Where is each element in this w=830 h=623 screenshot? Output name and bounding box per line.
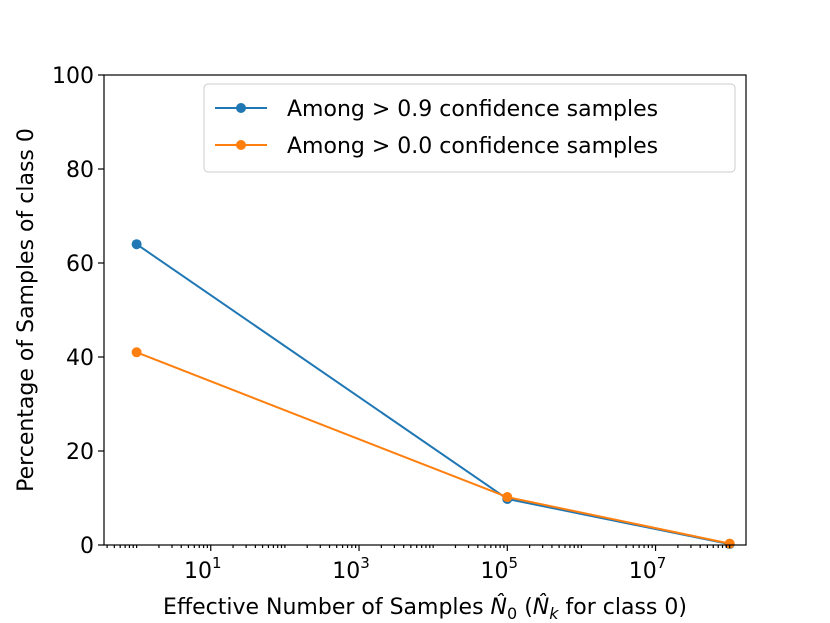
plot-area bbox=[103, 74, 747, 546]
x-tick-label: 105 bbox=[481, 554, 519, 584]
x-axis-title-k-sub: k bbox=[549, 604, 559, 623]
y-tick-label: 40 bbox=[66, 346, 94, 371]
x-tick-base: 10 bbox=[481, 559, 509, 584]
y-tick-label: 80 bbox=[66, 158, 94, 183]
x-axis-title-k-symbol: N̂ bbox=[533, 594, 549, 620]
series-line-1 bbox=[136, 243, 730, 546]
y-tick-label: 0 bbox=[80, 534, 94, 559]
x-tick-base: 10 bbox=[332, 559, 360, 584]
x-axis-title-symbol-sub: 0 bbox=[507, 604, 517, 623]
x-tick-exponent: 3 bbox=[360, 554, 370, 572]
y-tick-label: 100 bbox=[52, 64, 94, 89]
x-axis-title-prefix: Effective Number of Samples bbox=[163, 595, 491, 620]
y-axis-title: Percentage of Samples of class 0 bbox=[14, 128, 39, 492]
x-tick-base: 10 bbox=[184, 559, 212, 584]
series-2-point bbox=[724, 538, 735, 549]
x-tick-exponent: 7 bbox=[657, 554, 667, 572]
x-tick-label: 101 bbox=[184, 554, 222, 584]
legend: Among > 0.9 confidence samples Among > 0.… bbox=[203, 83, 736, 173]
legend-label: Among > 0.9 confidence samples bbox=[287, 97, 658, 122]
x-axis-title-suffix: for class 0) bbox=[559, 595, 687, 620]
y-tick-label: 60 bbox=[66, 252, 94, 277]
x-axis-title: Effective Number of Samples N̂0 (N̂k for… bbox=[163, 594, 687, 623]
legend-swatch-marker bbox=[236, 103, 246, 113]
x-tick-label: 107 bbox=[629, 554, 667, 584]
legend-label: Among > 0.0 confidence samples bbox=[287, 134, 658, 159]
x-axis-title-paren-open: ( bbox=[517, 595, 533, 620]
x-tick-exponent: 5 bbox=[509, 554, 519, 572]
series-1-point bbox=[131, 239, 142, 250]
plot-layer bbox=[131, 239, 735, 550]
legend-swatch-marker bbox=[236, 140, 246, 150]
x-tick-base: 10 bbox=[629, 559, 657, 584]
y-tick-label: 20 bbox=[66, 440, 94, 465]
series-2-point bbox=[131, 347, 142, 358]
x-tick-exponent: 1 bbox=[212, 554, 222, 572]
x-axis-title-symbol: N̂ bbox=[491, 594, 507, 620]
legend-box bbox=[203, 83, 736, 173]
series-2-point bbox=[502, 492, 513, 503]
x-tick-label: 103 bbox=[332, 554, 370, 584]
